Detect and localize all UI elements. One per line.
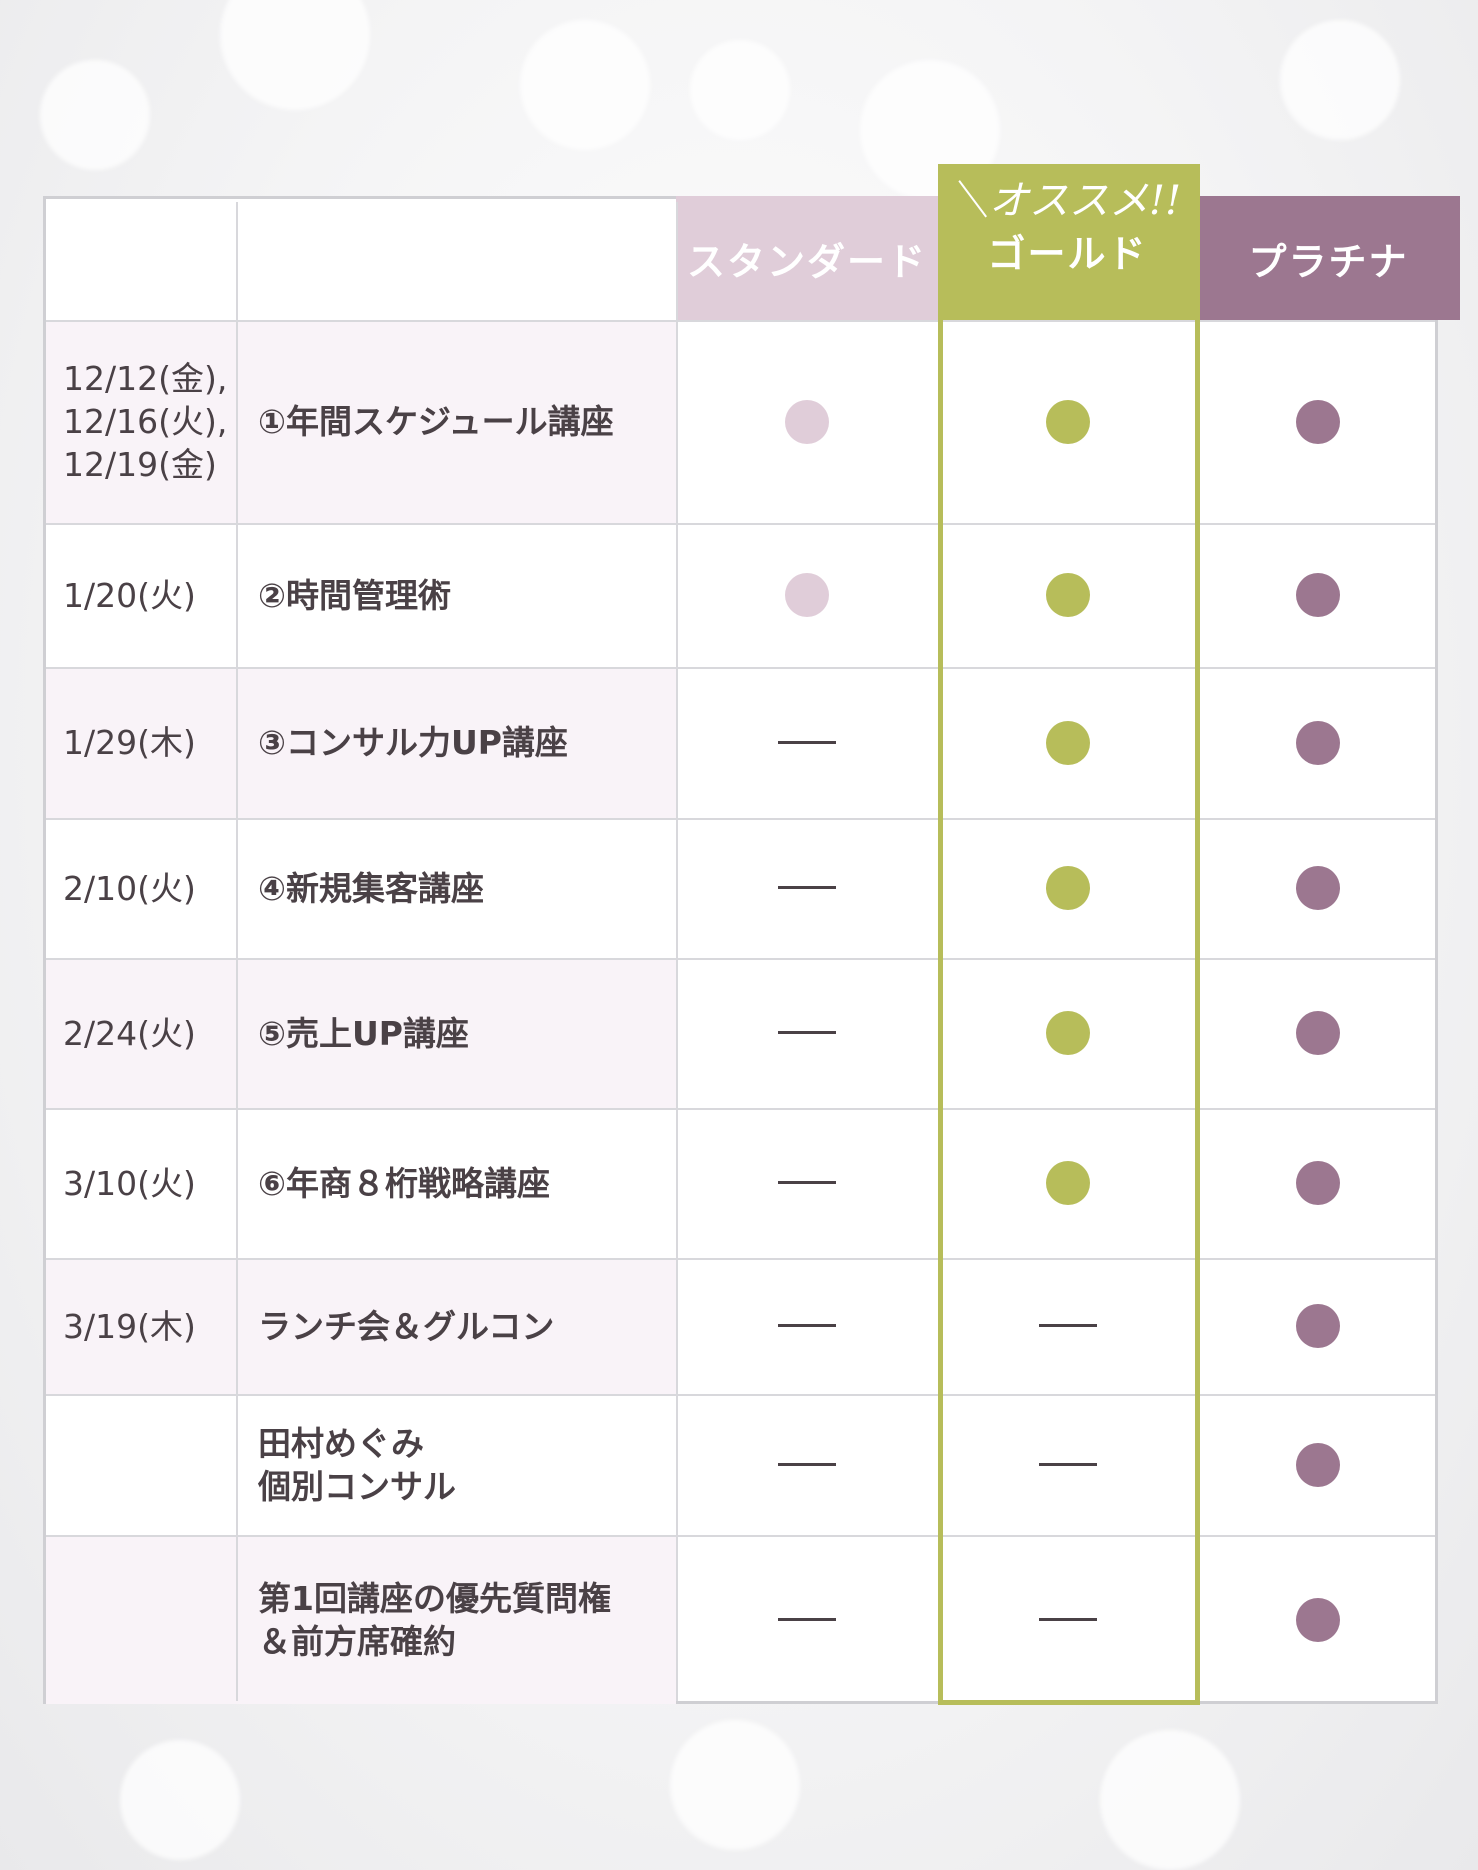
bokeh-decoration xyxy=(690,40,790,140)
course-cell: ⑤売上UP講座 xyxy=(258,1013,469,1053)
bokeh-decoration xyxy=(1100,1730,1240,1870)
row-divider xyxy=(46,523,1435,525)
course-cell: 第1回講座の優先質問権 ＆前方席確約 xyxy=(258,1578,611,1661)
date-cell xyxy=(63,1394,232,1535)
date-cell: 1/20(火) xyxy=(63,575,196,615)
column-divider xyxy=(676,202,678,1701)
not-included-dash-gold xyxy=(1038,1617,1097,1621)
not-included-dash-standard xyxy=(778,1181,836,1184)
bokeh-decoration xyxy=(120,1740,240,1860)
row-stripe xyxy=(46,320,676,523)
bokeh-decoration xyxy=(40,60,150,170)
row-stripe xyxy=(46,958,676,1108)
row-stripe xyxy=(46,1258,676,1394)
date-cell: 2/24(火) xyxy=(63,1013,196,1053)
included-dot-gold xyxy=(1045,399,1090,444)
not-included-dash-standard xyxy=(778,1617,836,1621)
date-cell xyxy=(63,1535,232,1704)
not-included-dash-standard xyxy=(778,1462,836,1466)
included-dot-platinum xyxy=(1295,720,1340,765)
bokeh-decoration xyxy=(670,1720,800,1850)
row-divider xyxy=(46,1258,1435,1260)
included-dot-platinum xyxy=(1295,399,1340,444)
included-dot-standard xyxy=(785,573,829,617)
included-dot-platinum xyxy=(1295,1011,1340,1055)
included-dot-gold xyxy=(1045,1161,1090,1205)
gold-column-highlight xyxy=(938,164,1200,1705)
row-divider xyxy=(46,1108,1435,1110)
row-divider xyxy=(46,1394,1435,1396)
date-cell: 3/19(木) xyxy=(63,1306,196,1346)
course-cell: ランチ会＆グルコン xyxy=(258,1306,555,1346)
course-cell: ①年間スケジュール講座 xyxy=(258,402,614,441)
included-dot-gold xyxy=(1045,720,1090,765)
row-divider xyxy=(46,667,1435,669)
not-included-dash-standard xyxy=(778,1324,836,1327)
included-dot-standard xyxy=(785,399,829,444)
not-included-dash-standard xyxy=(778,1031,836,1034)
course-cell: ⑥年商８桁戦略講座 xyxy=(258,1163,550,1203)
bokeh-decoration xyxy=(520,20,650,150)
row-divider xyxy=(46,320,1435,322)
bokeh-decoration xyxy=(1280,20,1400,140)
header-standard: スタンダード xyxy=(676,196,938,320)
not-included-dash-standard xyxy=(778,740,836,744)
bokeh-decoration xyxy=(220,0,370,110)
included-dot-platinum xyxy=(1295,1161,1340,1205)
row-divider xyxy=(46,818,1435,820)
date-cell: 12/12(金), 12/16(火), 12/19(金) xyxy=(63,359,228,484)
course-cell: ③コンサル力UP講座 xyxy=(258,723,568,762)
row-stripe xyxy=(46,1535,676,1704)
row-stripe xyxy=(46,667,676,818)
included-dot-platinum xyxy=(1295,1304,1340,1348)
included-dot-platinum xyxy=(1295,866,1340,910)
course-cell: ②時間管理術 xyxy=(258,575,451,615)
column-divider xyxy=(236,202,238,1701)
included-dot-platinum xyxy=(1295,1442,1340,1487)
header-platinum: プラチナ xyxy=(1197,196,1460,320)
not-included-dash-standard xyxy=(778,886,836,889)
header-gold: ゴールド xyxy=(938,164,1197,320)
row-divider xyxy=(46,958,1435,960)
included-dot-gold xyxy=(1045,866,1090,910)
included-dot-platinum xyxy=(1295,1597,1340,1642)
recommend-tagline: ＼オススメ!! xyxy=(948,178,1182,224)
date-cell: 2/10(火) xyxy=(63,868,196,908)
course-cell: ④新規集客講座 xyxy=(258,868,484,908)
included-dot-platinum xyxy=(1295,573,1340,617)
date-cell: 3/10(火) xyxy=(63,1163,196,1203)
included-dot-gold xyxy=(1045,1011,1090,1055)
date-cell: 1/29(木) xyxy=(63,723,196,762)
course-cell: 田村めぐみ 個別コンサル xyxy=(258,1423,456,1506)
not-included-dash-gold xyxy=(1038,1462,1097,1466)
included-dot-gold xyxy=(1045,573,1090,617)
not-included-dash-gold xyxy=(1038,1324,1097,1327)
row-divider xyxy=(46,1535,1435,1537)
